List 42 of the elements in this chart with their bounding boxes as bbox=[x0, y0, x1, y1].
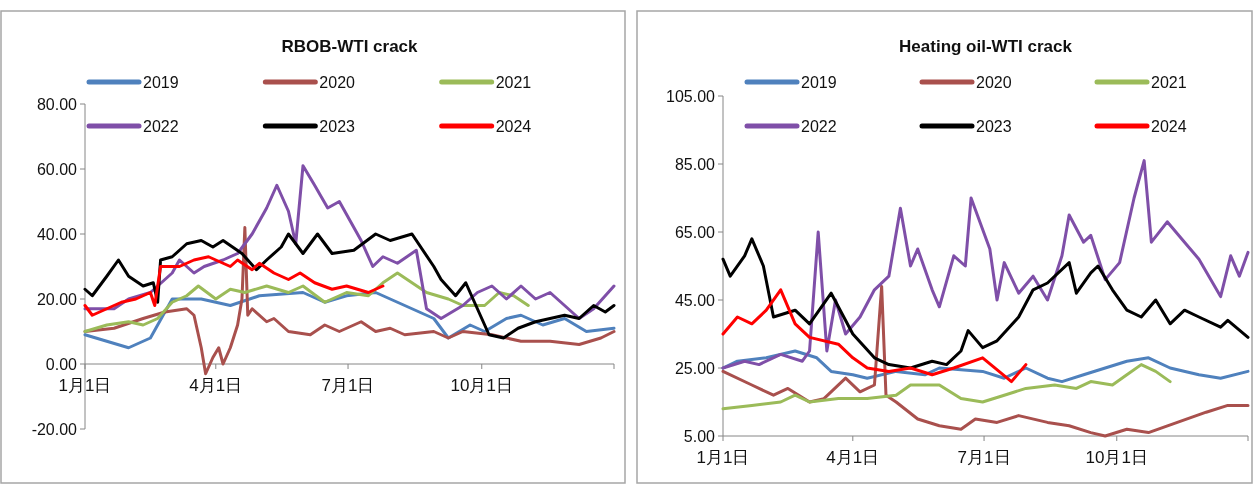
line-series bbox=[83, 255, 385, 317]
legend-label: 2020 bbox=[319, 74, 356, 91]
y-tick-label: 5.00 bbox=[683, 428, 716, 445]
y-tick-label: 105.00 bbox=[666, 88, 716, 105]
y-tick-label: 60.00 bbox=[36, 161, 78, 178]
x-tick-label: 7月1日 bbox=[957, 448, 1011, 467]
line-series bbox=[83, 232, 616, 340]
legend-label: 2023 bbox=[976, 118, 1012, 135]
legend-label: 2024 bbox=[495, 118, 532, 135]
y-tick-label: 65.00 bbox=[674, 224, 716, 241]
legend-label: 2021 bbox=[495, 74, 532, 91]
legend-label: 2022 bbox=[143, 118, 179, 135]
y-tick-label: 20.00 bbox=[36, 291, 78, 308]
x-tick-label: 10月1日 bbox=[1085, 448, 1148, 467]
x-tick-label: 10月1日 bbox=[450, 376, 513, 395]
y-tick-label: 25.00 bbox=[674, 360, 716, 377]
line-series bbox=[721, 363, 1172, 411]
x-tick-label: 1月1日 bbox=[58, 376, 112, 395]
y-tick-label: 40.00 bbox=[36, 226, 78, 243]
chart-title: RBOB-WTI crack bbox=[281, 37, 419, 56]
line-series bbox=[83, 271, 530, 333]
chart-title: Heating oil-WTI crack bbox=[899, 37, 1073, 56]
legend-label: 2019 bbox=[143, 74, 179, 91]
line-series bbox=[721, 237, 1250, 370]
x-tick-label: 4月1日 bbox=[826, 448, 880, 467]
y-tick-label: 45.00 bbox=[674, 292, 716, 309]
legend-label: 2024 bbox=[1151, 118, 1187, 135]
legend-label: 2019 bbox=[801, 74, 837, 91]
y-tick-label: 0.00 bbox=[45, 356, 78, 373]
line-series bbox=[83, 164, 616, 320]
y-tick-label: 80.00 bbox=[36, 96, 78, 113]
legend-label: 2021 bbox=[1151, 74, 1187, 91]
x-tick-label: 7月1日 bbox=[321, 376, 375, 395]
line-series bbox=[721, 288, 1028, 384]
y-tick-label: 85.00 bbox=[674, 156, 716, 173]
x-tick-label: 4月1日 bbox=[189, 376, 243, 395]
legend-label: 2022 bbox=[801, 118, 837, 135]
legend-label: 2020 bbox=[976, 74, 1012, 91]
x-tick-label: 1月1日 bbox=[696, 448, 750, 467]
legend-label: 2023 bbox=[319, 118, 356, 135]
line-series bbox=[721, 159, 1250, 370]
y-tick-label: -20.00 bbox=[31, 421, 78, 438]
